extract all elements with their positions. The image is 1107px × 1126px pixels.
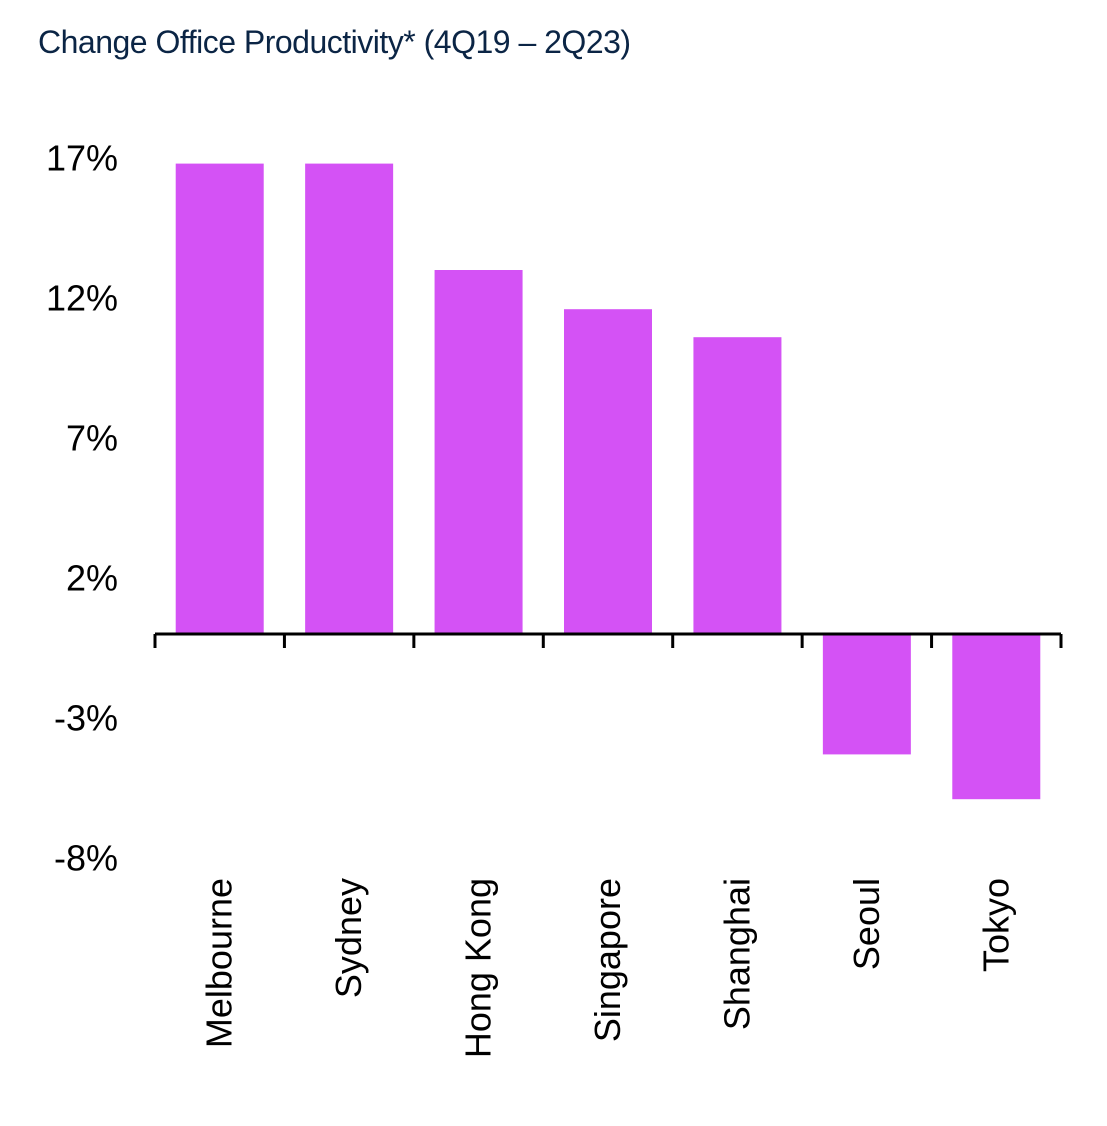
y-tick-label: 7% bbox=[66, 418, 118, 459]
x-tick-label: Singapore bbox=[587, 878, 628, 1042]
x-tick-label: Hong Kong bbox=[458, 878, 499, 1058]
bar-hong-kong bbox=[434, 270, 523, 634]
x-tick-labels: Melbourne Sydney Hong Kong Singapore Shangha… bbox=[199, 878, 1017, 1058]
bars-layer bbox=[175, 163, 1041, 800]
y-tick-label: -3% bbox=[54, 698, 118, 739]
bar-melbourne bbox=[175, 163, 264, 634]
bar-shanghai bbox=[693, 337, 782, 634]
y-tick-label: 12% bbox=[46, 278, 118, 319]
x-tick-label: Tokyo bbox=[975, 878, 1016, 972]
bar-singapore bbox=[564, 309, 652, 634]
x-tick-label: Sydney bbox=[328, 878, 369, 998]
y-tick-label: -8% bbox=[54, 838, 118, 879]
x-tick-label: Melbourne bbox=[199, 878, 240, 1048]
x-tick-label: Shanghai bbox=[716, 878, 757, 1030]
chart-title: Change Office Productivity* (4Q19 – 2Q23… bbox=[38, 24, 631, 60]
y-tick-labels: 17% 12% 7% 2% -3% -8% bbox=[46, 138, 118, 879]
bar-sydney bbox=[305, 163, 394, 634]
y-tick-label: 2% bbox=[66, 558, 118, 599]
x-tick-label: Seoul bbox=[846, 878, 887, 970]
x-axis bbox=[153, 632, 1063, 648]
bar-seoul bbox=[822, 634, 911, 755]
bar-tokyo bbox=[952, 634, 1041, 800]
y-tick-label: 17% bbox=[46, 138, 118, 179]
